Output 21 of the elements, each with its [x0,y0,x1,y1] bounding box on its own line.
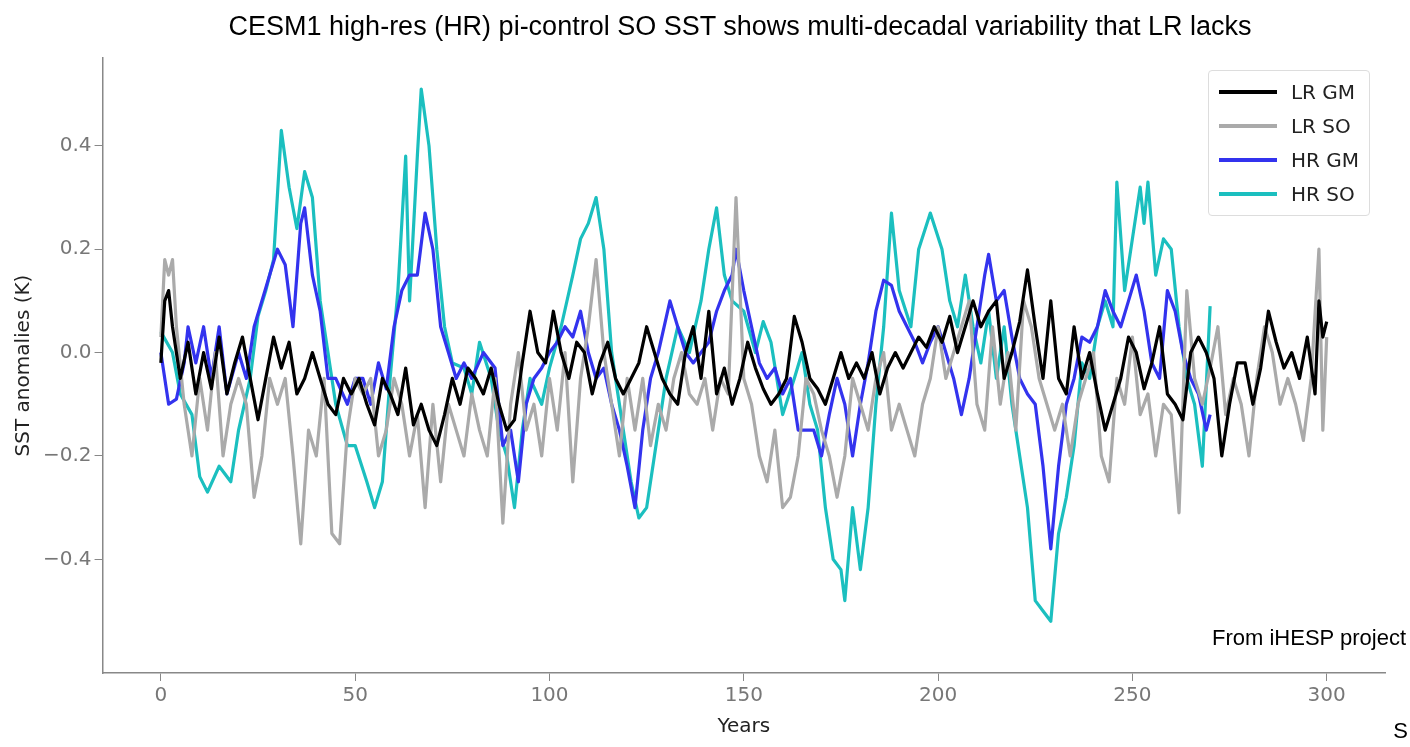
y-tick-label: 0.0 [59,338,92,363]
annotation: From iHESP project [1212,625,1406,651]
x-axis-title: Years [716,713,771,738]
text: S [1393,718,1408,744]
x-tick-label: 150 [724,682,763,707]
x-tick-label: 50 [342,682,368,707]
y-tick-label: 0.2 [59,235,92,260]
x-tick-label: 0 [154,682,168,707]
x-tick-label: 100 [530,682,569,707]
legend-label: LR GM [1290,80,1356,104]
y-tick-label: −0.2 [42,442,92,467]
legend-label: HR SO [1290,182,1355,206]
x-tick-label: 200 [919,682,958,707]
legend-label: LR SO [1290,114,1351,138]
x-tick-label: 300 [1307,682,1346,707]
y-axis-title: SST anomalies (K) [10,274,35,457]
x-tick-label: 250 [1113,682,1152,707]
y-tick-label: −0.4 [42,545,92,570]
y-tick-label: 0.4 [59,132,92,157]
chart-title: CESM1 high-res (HR) pi-control SO SST shows multi-decadal variability that LR lacks [227,10,1253,42]
legend-label: HR GM [1290,148,1359,172]
